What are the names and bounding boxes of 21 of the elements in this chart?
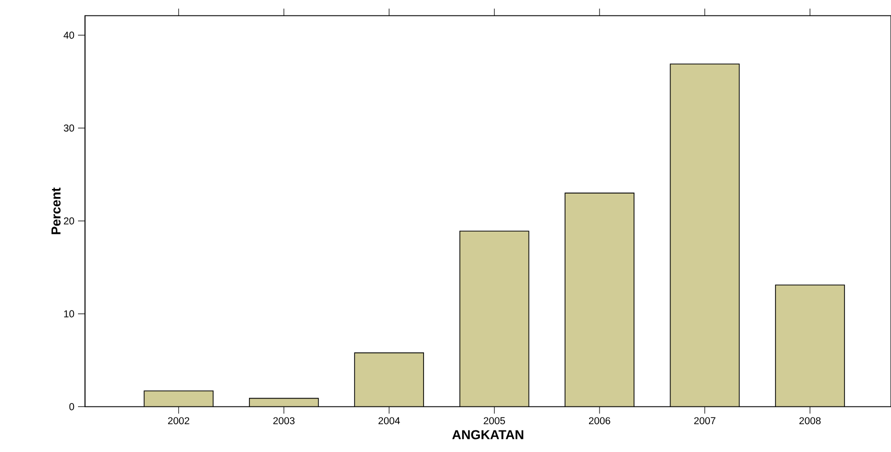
x-tick-label: 2002 <box>168 417 190 424</box>
y-tick-label: 0 <box>69 403 74 410</box>
y-tick-label: 20 <box>64 217 74 224</box>
bar <box>249 398 318 407</box>
x-tick-label: 2007 <box>694 417 716 424</box>
x-tick-label: 2006 <box>588 417 610 424</box>
y-axis-title: Percent <box>52 188 61 234</box>
x-tick-label: 2004 <box>378 417 400 424</box>
bar <box>354 352 424 407</box>
y-tick-label: 40 <box>64 32 74 39</box>
x-axis-title: ANGKATAN <box>452 430 524 440</box>
x-tick-label: 2008 <box>799 417 821 424</box>
bar <box>670 64 740 407</box>
y-tick-label: 30 <box>64 124 74 132</box>
x-tick-label: 2003 <box>273 417 295 424</box>
bar <box>460 231 529 407</box>
bar <box>564 192 634 407</box>
y-tick-label: 10 <box>64 310 74 318</box>
bar <box>775 284 845 407</box>
x-tick-label: 2005 <box>484 417 505 424</box>
bar <box>144 390 214 407</box>
